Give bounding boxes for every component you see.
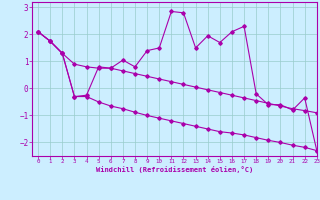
X-axis label: Windchill (Refroidissement éolien,°C): Windchill (Refroidissement éolien,°C)	[96, 166, 253, 173]
